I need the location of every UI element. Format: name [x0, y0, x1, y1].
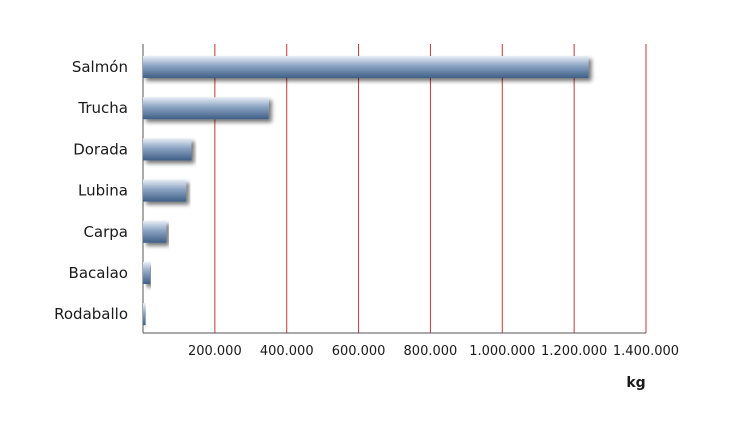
bar-3 [143, 179, 187, 202]
bar-4 [143, 220, 167, 243]
category-label-2: Dorada [73, 140, 128, 158]
bar-2 [143, 138, 192, 161]
category-label-5: Bacalao [69, 264, 128, 282]
axes [142, 44, 646, 334]
x-tick-label-2: 600.000 [332, 344, 386, 359]
bar-0 [143, 56, 589, 78]
x-tick-label-0: 200.000 [188, 344, 242, 359]
bar-1 [143, 97, 269, 120]
category-label-4: Carpa [83, 223, 128, 241]
bars [143, 56, 589, 326]
x-tick-label-4: 1.000.000 [469, 344, 535, 359]
bar-5 [143, 262, 151, 284]
gridlines [214, 44, 647, 333]
x-unit-label: kg [626, 375, 645, 391]
category-label-3: Lubina [78, 182, 128, 200]
category-labels: Salmón Trucha Dorada Lubina Carpa Bacalao Roda… [54, 58, 128, 323]
x-tick-label-6: 1.400.000 [613, 344, 679, 359]
category-label-6: Rodaballo [54, 305, 128, 323]
category-label-0: Salmón [72, 58, 128, 76]
x-tick-labels: 200.000 400.000 600.000 800.000 1.000.000 1.2… [188, 344, 679, 359]
bar-6 [143, 303, 146, 326]
category-label-1: Trucha [77, 99, 128, 117]
x-tick-label-1: 400.000 [260, 344, 314, 359]
x-tick-label-5: 1.200.000 [541, 344, 607, 359]
x-tick-label-3: 800.000 [404, 344, 458, 359]
